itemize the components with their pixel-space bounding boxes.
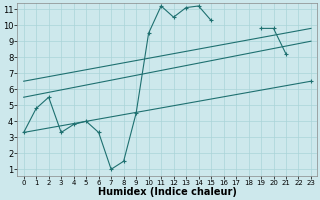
- X-axis label: Humidex (Indice chaleur): Humidex (Indice chaleur): [98, 187, 237, 197]
